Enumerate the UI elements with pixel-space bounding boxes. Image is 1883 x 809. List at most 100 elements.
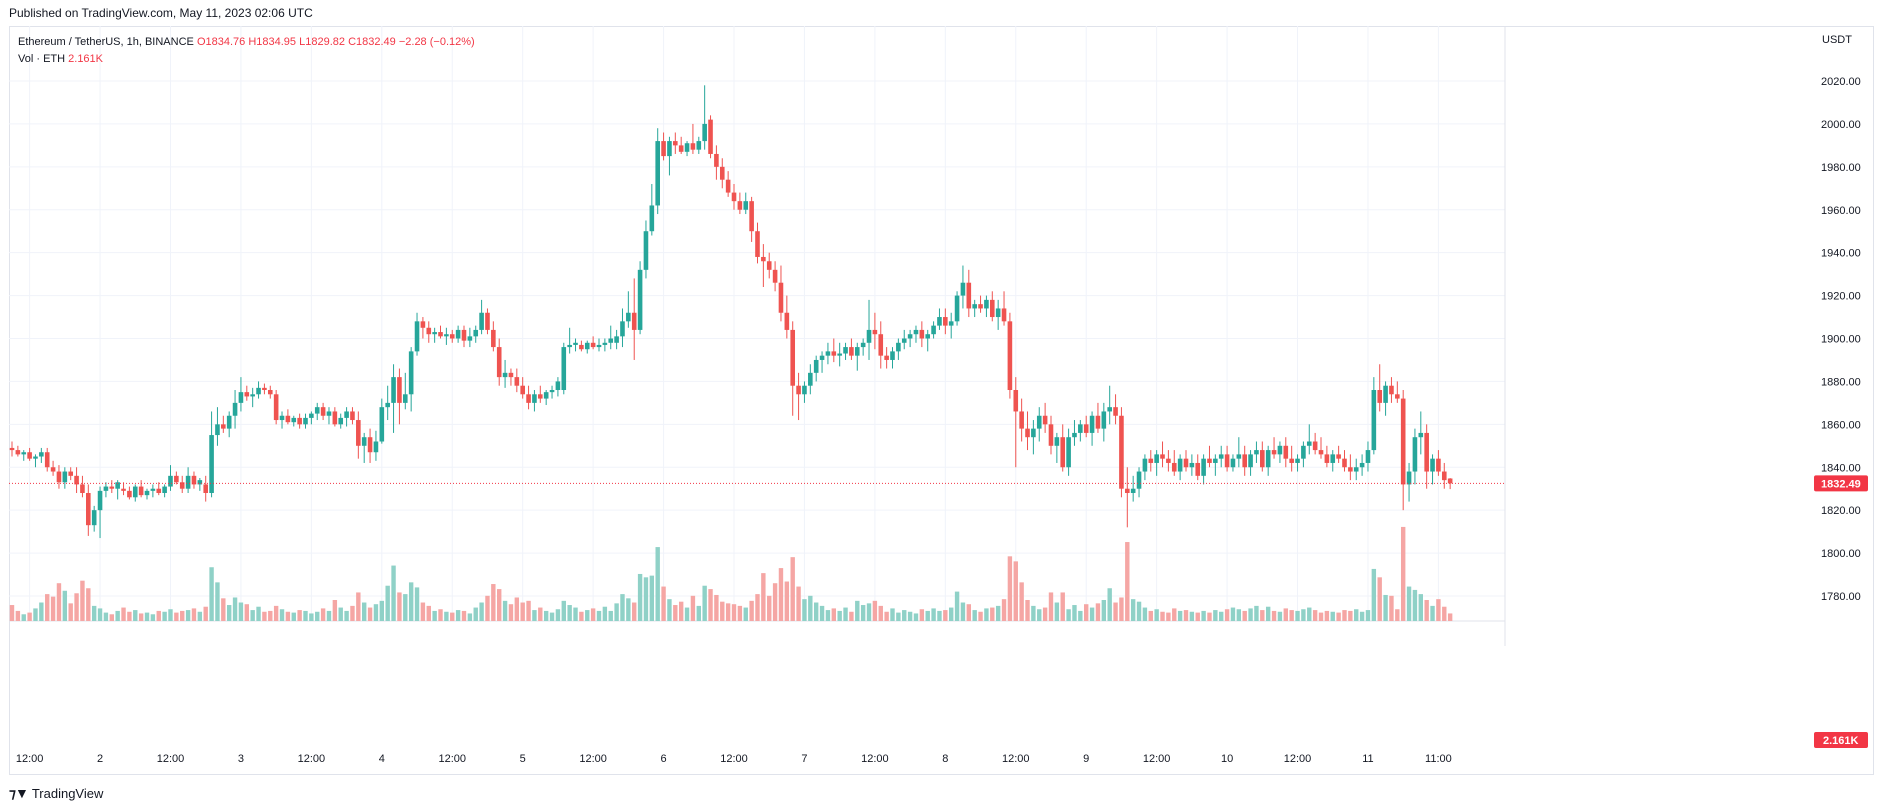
volume-bar: [379, 600, 385, 621]
candle-body: [326, 411, 332, 416]
time-tick-label: 10: [1221, 753, 1233, 765]
volume-bar: [755, 594, 760, 621]
candle-body: [1236, 454, 1242, 459]
price-tick-label: 1940.00: [1821, 248, 1861, 260]
candle-body: [843, 347, 848, 354]
candle-body: [438, 332, 443, 337]
volume-bar: [526, 600, 531, 621]
candle-body: [790, 329, 796, 386]
volume-bar: [1277, 611, 1283, 621]
volume-bar: [678, 601, 684, 621]
candle-body: [954, 295, 960, 322]
candle-body: [978, 304, 983, 309]
volume-bar: [585, 610, 590, 621]
candle-body: [309, 413, 314, 418]
volume-bar: [1295, 610, 1300, 621]
candle-body: [854, 347, 860, 356]
volume-bars: [9, 526, 1453, 621]
volume-bar: [761, 573, 766, 621]
candle-body: [514, 377, 520, 386]
volume-bar: [226, 605, 232, 621]
volume-bar: [91, 605, 97, 621]
price-axis[interactable]: USDT 2020.00 2000.00 1980.00 1960.00 1940.00 1…: [1814, 34, 1868, 748]
candle-body: [1130, 488, 1136, 493]
candle-body: [772, 269, 778, 283]
volume-bar: [450, 612, 455, 621]
candle-body: [1154, 454, 1159, 463]
candle-body: [872, 329, 878, 335]
volume-bar: [250, 610, 255, 621]
volume-bar: [1042, 607, 1048, 621]
volume-bar: [1172, 608, 1177, 621]
price-tick-label: 1800.00: [1821, 548, 1861, 560]
volume-bar: [291, 612, 296, 621]
volume-bar: [872, 600, 878, 621]
currency-label: USDT: [1822, 34, 1852, 46]
volume-bar: [714, 594, 719, 621]
symbol-legend-row: Ethereum / TetherUS, 1h, BINANCE O1834.7…: [18, 34, 475, 51]
candle-body: [1377, 390, 1383, 403]
volume-bar: [725, 603, 731, 621]
volume-bar: [1447, 613, 1453, 621]
candle-body: [203, 484, 209, 493]
candle-body: [226, 415, 232, 429]
candle-body: [115, 482, 120, 489]
candle-body: [350, 411, 355, 421]
volume-bar: [56, 583, 62, 621]
candle-body: [972, 304, 977, 309]
volume-bar: [74, 593, 79, 621]
candle-body: [896, 342, 901, 352]
volume-bar: [297, 610, 302, 621]
candle-body: [414, 321, 420, 352]
candle-body: [1078, 424, 1083, 433]
candle-body: [1201, 458, 1206, 476]
candle-body: [937, 317, 942, 326]
last-volume-label: 2.161K: [1823, 735, 1859, 747]
volume-bar: [350, 605, 355, 621]
candle-body: [285, 415, 291, 423]
time-tick-label: 7: [801, 753, 807, 765]
symbol-label[interactable]: Ethereum / TetherUS, 1h, BINANCE: [18, 36, 194, 48]
tradingview-logo[interactable]: ⁊▼ TradingView: [9, 785, 103, 802]
volume-bar: [954, 591, 960, 621]
candle-body: [808, 372, 813, 386]
candle-body: [1242, 454, 1247, 468]
candle-body: [602, 342, 608, 345]
candle-body: [162, 486, 167, 493]
candle-body: [549, 390, 555, 393]
volume-bar: [602, 606, 608, 621]
candle-body: [127, 490, 132, 498]
change-value: −2.28 (−0.12%): [398, 36, 475, 48]
candle-body: [86, 493, 91, 526]
volume-bar: [819, 605, 825, 621]
time-axis[interactable]: 12:00 2 12:00 3 12:00 4 12:00 5 12:00 6 12:00 7 12:0…: [16, 753, 1452, 765]
volume-bar: [1019, 582, 1024, 621]
candle-body: [1054, 437, 1060, 446]
volume-bar: [444, 611, 449, 621]
volume-bar: [708, 589, 713, 621]
candle-body: [796, 385, 801, 395]
volume-bar: [913, 613, 919, 621]
volume-bar: [1136, 601, 1142, 621]
candle-body: [150, 488, 156, 491]
volume-bar: [1107, 588, 1112, 621]
candle-body: [1048, 424, 1054, 446]
volume-bar: [943, 610, 948, 621]
candle-body: [215, 424, 220, 436]
volume-bar: [373, 604, 379, 621]
candle-body: [631, 312, 637, 330]
volume-label[interactable]: Vol · ETH: [18, 53, 66, 65]
volume-bar: [978, 611, 983, 621]
volume-bar: [33, 608, 38, 621]
volume-bar: [579, 611, 584, 621]
price-tick-label: 1820.00: [1821, 505, 1861, 517]
candle-body: [449, 334, 455, 339]
candle-body: [367, 437, 373, 453]
volume-bar: [1348, 610, 1353, 621]
time-tick-label: 11: [1362, 753, 1373, 765]
candle-body: [538, 394, 543, 399]
candle-body: [1125, 488, 1130, 493]
volume-bar: [1359, 611, 1365, 621]
volume-bar: [80, 580, 85, 621]
